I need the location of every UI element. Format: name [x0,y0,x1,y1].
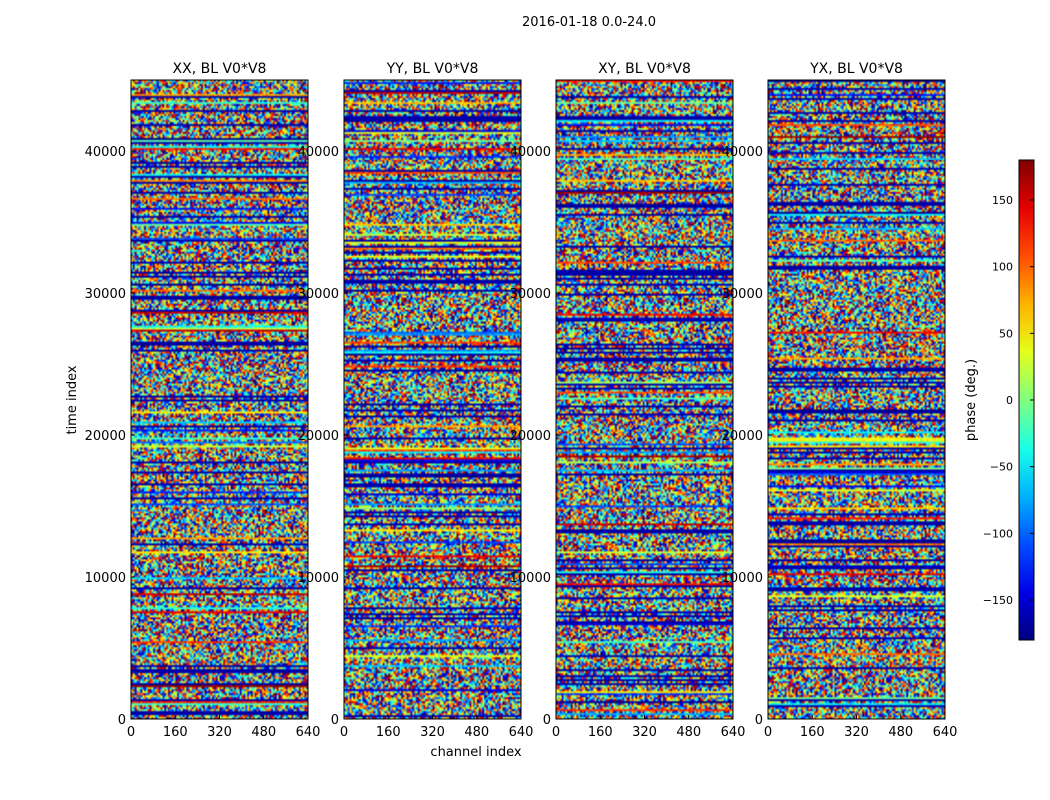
y-tick-label: 10000 [722,571,763,586]
x-tick-label: 0 [552,725,560,740]
panel-title: YX, BL V0*V8 [809,61,903,77]
y-tick-label: 40000 [298,145,339,160]
x-tick-label: 0 [340,725,348,740]
heatmap-panels: XX, BL V0*V8 0 160 320 480 640 0 10000 20000 3000… [85,61,958,740]
x-tick-label: 320 [207,725,232,740]
y-tick-label: 0 [118,713,126,728]
panel-title: XX, BL V0*V8 [173,61,267,77]
panel-1: YY, BL V0*V8 0 160 320 480 640 0 10000 20000 3000… [298,61,534,740]
colorbar: −150 −100 −50 0 50 100 150 [983,159,1035,641]
y-tick-label: 0 [331,713,339,728]
heatmap-image [556,80,733,719]
colorbar-tick-label: 150 [992,194,1013,207]
y-tick-label: 20000 [298,429,339,444]
x-tick-label: 160 [588,725,613,740]
x-tick-label: 0 [764,725,772,740]
panel-3: YX, BL V0*V8 0 160 320 480 640 0 10000 20000 3000… [722,61,958,740]
heatmap-image [131,80,308,719]
y-tick-label: 40000 [510,145,551,160]
x-tick-label: 640 [296,725,321,740]
colorbar-tick-label: 0 [1006,394,1013,407]
colorbar-tick-label: −50 [990,461,1013,474]
colorbar-label: phase (deg.) [964,359,979,441]
y-axis-label: time index [65,365,80,434]
y-tick-label: 30000 [85,287,126,302]
colorbar-tick-label: −150 [983,594,1013,607]
y-tick-label: 30000 [510,287,551,302]
colorbar-tick-label: 100 [992,261,1013,274]
y-tick-label: 20000 [510,429,551,444]
heatmap-image [768,80,945,719]
figure-suptitle: 2016-01-18 0.0-24.0 [522,15,656,30]
x-tick-label: 320 [632,725,657,740]
x-tick-label: 480 [888,725,913,740]
y-tick-label: 10000 [510,571,551,586]
colorbar-tick-label: −100 [983,527,1013,540]
panel-0: XX, BL V0*V8 0 160 320 480 640 0 10000 20000 3000… [85,61,321,740]
y-tick-label: 10000 [298,571,339,586]
y-tick-label: 40000 [85,145,126,160]
panel-title: XY, BL V0*V8 [598,61,691,77]
y-tick-label: 20000 [722,429,763,444]
x-tick-label: 0 [127,725,135,740]
panel-title: YY, BL V0*V8 [386,61,479,77]
y-tick-label: 20000 [85,429,126,444]
x-tick-label: 320 [844,725,869,740]
x-tick-label: 160 [163,725,188,740]
y-tick-label: 30000 [298,287,339,302]
y-tick-label: 30000 [722,287,763,302]
y-tick-label: 0 [543,713,551,728]
x-tick-label: 160 [376,725,401,740]
x-tick-label: 640 [509,725,534,740]
x-axis-label: channel index [430,745,521,760]
heatmap-image [344,80,521,719]
y-tick-label: 40000 [722,145,763,160]
y-tick-label: 0 [755,713,763,728]
x-tick-label: 640 [933,725,958,740]
x-tick-label: 160 [800,725,825,740]
x-tick-label: 640 [721,725,746,740]
y-tick-label: 10000 [85,571,126,586]
colorbar-tick-label: 50 [999,327,1013,340]
panel-2: XY, BL V0*V8 0 160 320 480 640 0 10000 20000 3000… [510,61,746,740]
x-tick-label: 480 [676,725,701,740]
x-tick-label: 480 [251,725,276,740]
x-tick-label: 480 [464,725,489,740]
x-tick-label: 320 [420,725,445,740]
